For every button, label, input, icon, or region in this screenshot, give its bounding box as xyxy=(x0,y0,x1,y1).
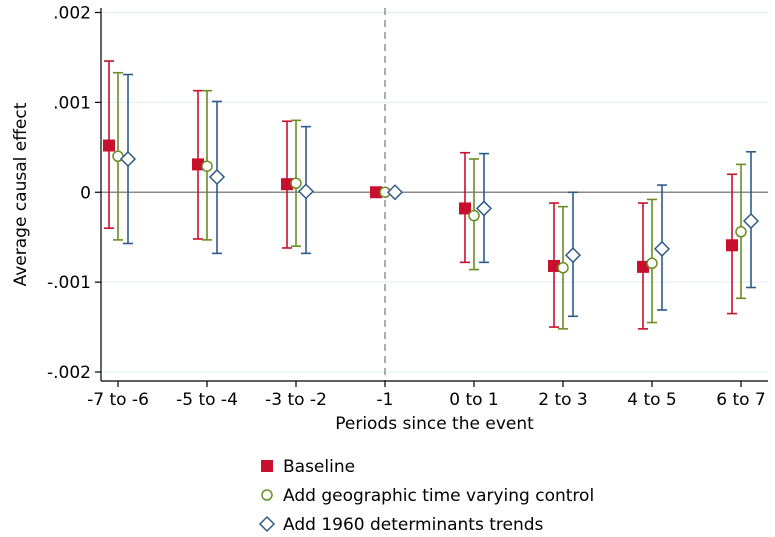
y-tick-label-1: .001 xyxy=(53,93,91,113)
point-3-6 xyxy=(653,240,671,257)
y-tick-label-4: -.002 xyxy=(47,363,91,383)
point-3-4 xyxy=(475,200,493,217)
legend: Baseline Add geographic time varying cont… xyxy=(258,457,594,535)
point-1-4 xyxy=(459,202,471,215)
x-tick-label-6: 4 to 5 xyxy=(627,390,677,410)
point-1-1 xyxy=(192,158,204,171)
x-axis-ticks: -7 to -6 -5 to -4 -3 to -2 -1 0 to 1 2 to 3 4 … xyxy=(87,381,766,410)
point-3-0 xyxy=(119,150,137,168)
y-axis-ticks: .002 .001 0 -.001 -.002 xyxy=(47,3,101,383)
point-3-1 xyxy=(208,168,226,186)
gridlines xyxy=(101,11,768,373)
y-tick-label-3: -.001 xyxy=(47,273,91,293)
x-tick-label-1: -5 to -4 xyxy=(176,390,238,410)
legend-marker-2 xyxy=(261,489,273,501)
x-tick-label-7: 6 to 7 xyxy=(716,390,766,410)
point-1-2 xyxy=(281,178,293,191)
legend-label-2: Add geographic time varying control xyxy=(283,486,594,506)
legend-label-1: Baseline xyxy=(283,457,355,477)
point-2-4 xyxy=(468,209,480,222)
point-2-2 xyxy=(290,177,302,190)
y-tick-label-2: 0 xyxy=(80,183,91,203)
x-axis-title: Periods since the event xyxy=(335,414,534,434)
legend-label-3: Add 1960 determinants trends xyxy=(283,515,544,535)
point-2-6 xyxy=(646,257,658,270)
legend-marker-3 xyxy=(258,515,276,533)
legend-marker-1 xyxy=(261,460,273,472)
point-2-1 xyxy=(201,160,213,172)
point-3-7 xyxy=(742,212,760,230)
point-1-0 xyxy=(103,139,115,152)
x-tick-label-4: 0 to 1 xyxy=(449,390,499,410)
x-tick-label-5: 2 to 3 xyxy=(538,390,588,410)
point-1-3 xyxy=(370,186,382,199)
legend-item-2: Add geographic time varying control xyxy=(261,486,594,506)
x-tick-label-0: -7 to -6 xyxy=(87,390,149,410)
legend-item-1: Baseline xyxy=(261,457,355,477)
point-2-7 xyxy=(735,226,747,238)
series-1 xyxy=(103,60,738,330)
point-1-6 xyxy=(637,260,649,273)
point-1-5 xyxy=(548,259,560,272)
series-3 xyxy=(119,73,760,318)
legend-item-3: Add 1960 determinants trends xyxy=(258,515,544,535)
point-3-5 xyxy=(564,247,582,264)
point-3-2 xyxy=(297,183,315,200)
y-axis-title: Average causal effect xyxy=(11,102,31,286)
x-tick-label-3: -1 xyxy=(377,390,394,410)
point-2-5 xyxy=(557,262,569,274)
y-tick-label-0: .002 xyxy=(53,3,91,23)
x-tick-label-2: -3 to -2 xyxy=(265,390,327,410)
series-2 xyxy=(112,71,747,330)
series-layer xyxy=(103,60,760,330)
point-3-3 xyxy=(386,184,404,201)
point-1-7 xyxy=(726,239,738,252)
